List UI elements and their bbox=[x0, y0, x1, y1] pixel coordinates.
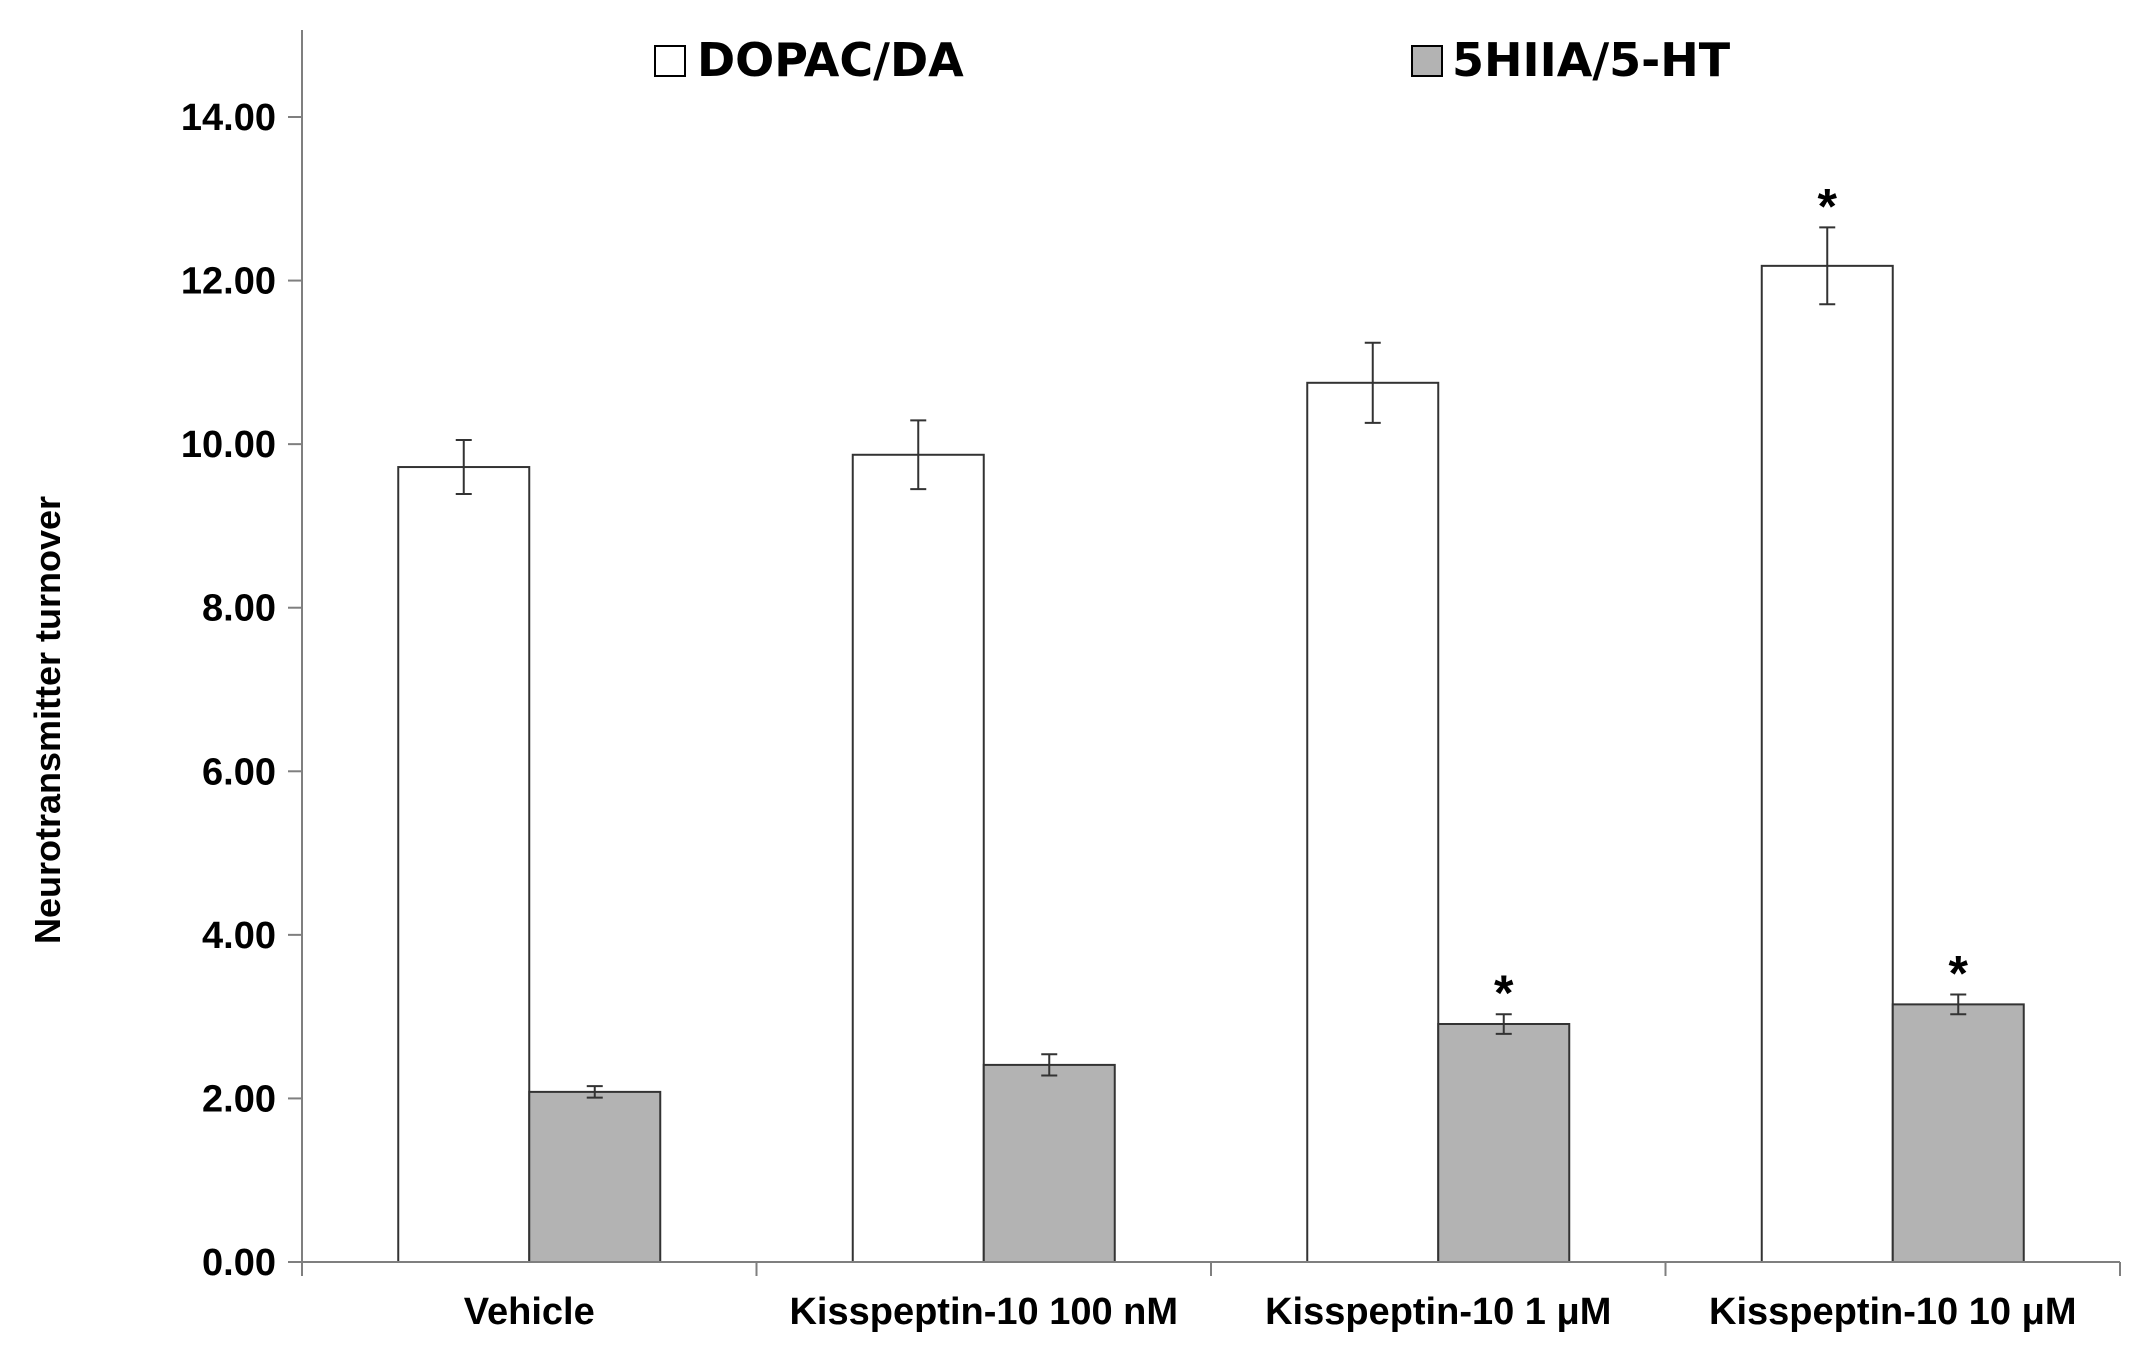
x-category-label-kisspeptin-10-1-m: Kisspeptin-10 1 μM bbox=[1265, 1291, 1611, 1333]
y-tick-label: 0.00 bbox=[202, 1242, 276, 1284]
significance-marker: * bbox=[1494, 965, 1514, 1021]
legend-swatch-dopac-da bbox=[654, 45, 686, 77]
x-category-label-kisspeptin-10-100-nm: Kisspeptin-10 100 nM bbox=[789, 1291, 1178, 1333]
y-axis-label: Neurotransmitter turnover bbox=[27, 496, 68, 944]
bar-5hiia-5-ht-kisspeptin-10-100-nm bbox=[982, 1063, 1116, 1264]
y-tick-label: 14.00 bbox=[181, 97, 276, 139]
legend-label-dopac-da: DOPAC/DA bbox=[697, 33, 964, 87]
y-tick-label: 4.00 bbox=[202, 915, 276, 957]
y-tick-label: 10.00 bbox=[181, 424, 276, 466]
legend-label-5hiaa-5ht: 5HIIA/5-HT bbox=[1452, 33, 1731, 87]
bar-dopac-da-kisspeptin-10-1-m bbox=[1306, 381, 1440, 1263]
bar-dopac-da-vehicle bbox=[397, 466, 531, 1263]
significance-marker: * bbox=[1818, 178, 1838, 234]
y-tick-label: 6.00 bbox=[202, 751, 276, 793]
y-axis-ticks: 0.00 2.00 4.00 6.00 8.00 10.00 12.00 14.00 bbox=[181, 97, 302, 1284]
bar-dopac-da-kisspeptin-10-100-nm bbox=[851, 453, 985, 1263]
y-tick-label: 8.00 bbox=[202, 588, 276, 630]
legend: DOPAC/DA 5HIIA/5-HT bbox=[654, 33, 1731, 87]
bar-5hiia-5-ht-kisspeptin-10-10-m bbox=[1891, 1003, 2025, 1263]
bars: * * * bbox=[397, 178, 2025, 1264]
bar-5hiia-5-ht-kisspeptin-10-1-m bbox=[1437, 1023, 1571, 1263]
significance-marker: * bbox=[1949, 946, 1969, 1002]
x-axis: Vehicle Kisspeptin-10 100 nM Kisspeptin-10… bbox=[301, 1261, 2121, 1333]
y-tick-label: 2.00 bbox=[202, 1078, 276, 1120]
x-category-label-kisspeptin-10-10-m: Kisspeptin-10 10 μM bbox=[1709, 1291, 2076, 1333]
y-tick-label: 12.00 bbox=[181, 261, 276, 303]
bar-5hiia-5-ht-vehicle bbox=[528, 1090, 662, 1264]
x-category-label-vehicle: Vehicle bbox=[464, 1291, 595, 1333]
bar-dopac-da-kisspeptin-10-10-m bbox=[1760, 264, 1894, 1264]
legend-swatch-5hiaa-5ht bbox=[1411, 45, 1443, 77]
